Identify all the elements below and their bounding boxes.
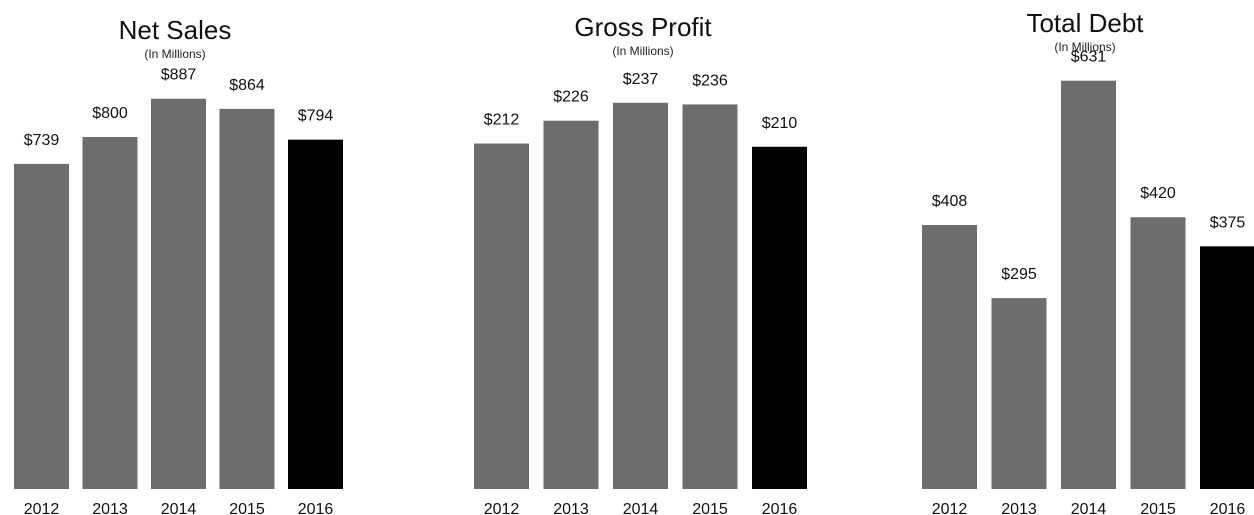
bar-2016	[1200, 246, 1254, 489]
bar-2012	[474, 143, 529, 489]
value-label: $237	[623, 71, 659, 88]
bar-group: $408 2012 $295 2013 $631 2014 $420 2015 $375 2016	[922, 49, 1254, 515]
value-label: $295	[1001, 266, 1037, 283]
value-label: $794	[298, 108, 334, 125]
x-tick-label: 2012	[932, 501, 968, 515]
value-label: $408	[932, 193, 968, 210]
chart-title: Net Sales	[119, 15, 232, 45]
bar-2013	[543, 120, 599, 489]
chart-subtitle: (In Millions)	[144, 47, 205, 61]
bar-2013	[82, 137, 138, 489]
value-label: $420	[1140, 185, 1176, 202]
bar-2015	[219, 108, 275, 489]
bar-group: $739 2012 $800 2013 $887 2014 $864 2015 $794 2016	[14, 67, 343, 515]
chart-subtitle: (In Millions)	[1054, 40, 1115, 54]
value-label: $864	[229, 77, 265, 94]
value-label: $739	[24, 132, 60, 149]
x-tick-label: 2016	[1210, 501, 1246, 515]
x-tick-label: 2012	[484, 501, 520, 515]
chart-gross-profit: Gross Profit (In Millions) $212 2012 $226 2…	[474, 12, 807, 515]
x-tick-label: 2012	[24, 501, 60, 515]
value-label: $226	[553, 89, 589, 106]
bar-2015	[1130, 217, 1186, 489]
bar-2015	[682, 104, 738, 489]
chart-title: Total Debt	[1026, 8, 1144, 38]
x-tick-label: 2015	[229, 501, 265, 515]
bar-2013	[991, 298, 1047, 489]
value-label: $375	[1210, 214, 1246, 231]
x-tick-label: 2016	[298, 501, 334, 515]
x-tick-label: 2015	[692, 501, 728, 515]
bar-2014	[613, 102, 668, 490]
bar-2016	[288, 139, 343, 489]
x-tick-label: 2016	[762, 501, 798, 515]
value-label: $887	[161, 67, 197, 84]
bar-2012	[14, 163, 69, 489]
value-label: $236	[692, 72, 728, 89]
bar-group: $212 2012 $226 2013 $237 2014 $236 2015 $210 2016	[474, 71, 807, 515]
x-tick-label: 2013	[92, 501, 128, 515]
x-tick-label: 2013	[553, 501, 589, 515]
value-label: $800	[92, 105, 128, 122]
chart-title: Gross Profit	[574, 12, 712, 42]
x-tick-label: 2013	[1001, 501, 1037, 515]
value-label: $212	[484, 112, 520, 129]
chart-net-sales: Net Sales (In Millions) $739 2012 $800 2013…	[14, 15, 343, 515]
x-tick-label: 2014	[1071, 501, 1107, 515]
chart-subtitle: (In Millions)	[612, 44, 673, 58]
value-label: $631	[1071, 49, 1107, 66]
x-tick-label: 2015	[1140, 501, 1176, 515]
value-label: $210	[762, 115, 798, 132]
bar-2016	[752, 146, 807, 489]
bar-2014	[1061, 80, 1116, 490]
chart-total-debt: Total Debt (In Millions) $408 2012 $295 201…	[922, 8, 1254, 515]
bar-2012	[922, 225, 977, 489]
x-tick-label: 2014	[623, 501, 659, 515]
bar-2014	[151, 98, 206, 489]
x-tick-label: 2014	[161, 501, 197, 515]
